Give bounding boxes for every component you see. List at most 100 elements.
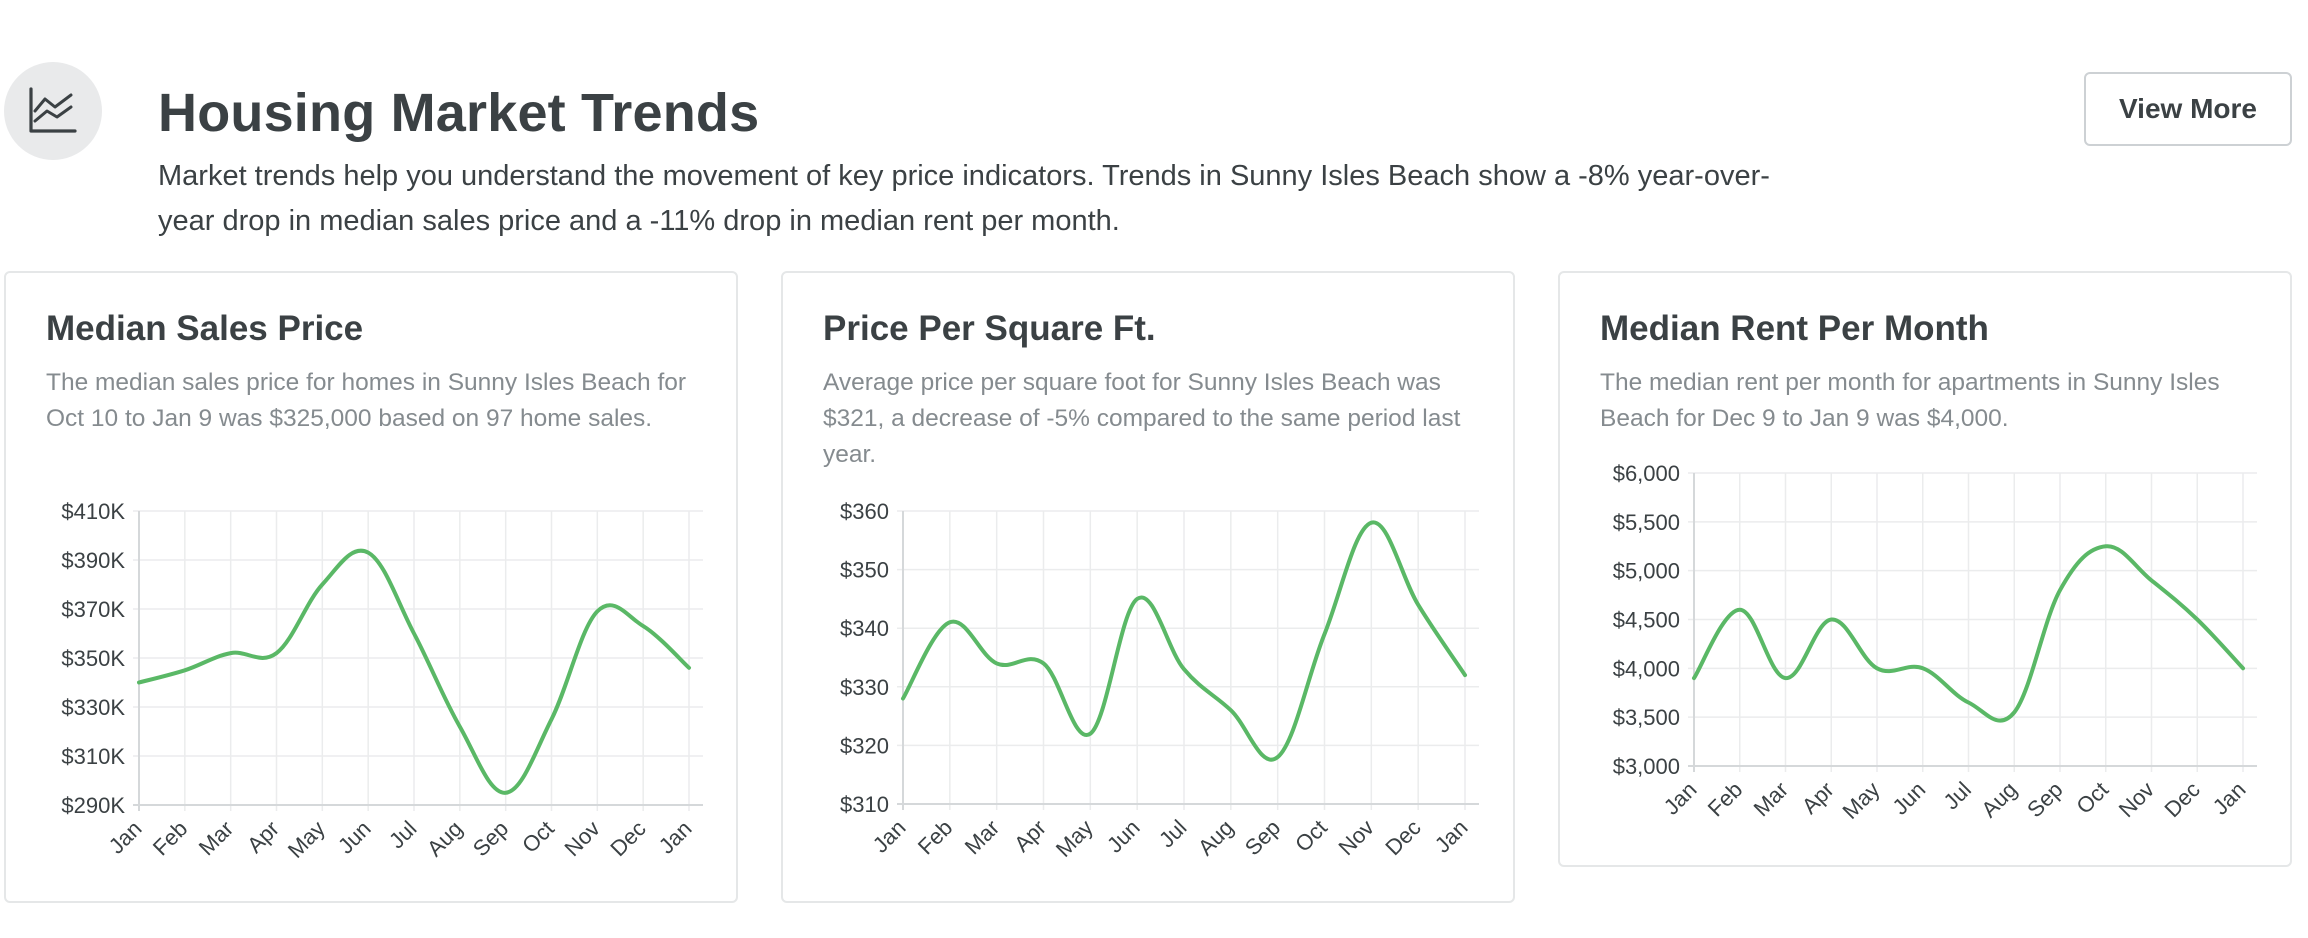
y-tick-label: $360 <box>840 499 889 524</box>
y-tick-label: $370K <box>61 597 125 622</box>
y-tick-label: $5,000 <box>1613 559 1680 584</box>
data-point <box>1275 754 1281 760</box>
y-tick-label: $390K <box>61 548 125 573</box>
y-tick-label: $4,000 <box>1613 656 1680 681</box>
y-tick-label: $3,000 <box>1613 754 1680 779</box>
data-point <box>1783 675 1789 681</box>
x-tick-label: Aug <box>422 816 467 861</box>
data-point <box>228 650 234 656</box>
x-tick-label: Apr <box>1797 777 1839 819</box>
chart-grid <box>1688 472 2257 772</box>
data-point <box>1415 602 1421 608</box>
page-description: Market trends help you understand the mo… <box>158 160 1770 237</box>
data-point <box>182 667 188 673</box>
data-point <box>686 665 692 671</box>
data-point <box>1181 666 1187 672</box>
data-point <box>1134 596 1140 602</box>
x-tick-label: Jul <box>1938 777 1976 815</box>
x-tick-label: Dec <box>605 816 650 861</box>
series-line <box>1692 544 2245 723</box>
data-point <box>594 608 600 614</box>
chart-grid <box>897 510 1479 810</box>
x-tick-label: Jan <box>1659 777 1702 820</box>
data-point <box>2103 543 2109 549</box>
header-icon-circle <box>4 62 102 160</box>
card-description: The median sales price for homes in Sunn… <box>46 369 687 432</box>
x-tick-label: Nov <box>2114 777 2159 822</box>
median-rent-per-month-chart: $3,000 $3,500 $4,000 $4,500 $5,000 $5,500 $6,0… <box>1613 461 2257 824</box>
x-tick-label: May <box>283 816 330 863</box>
view-more-button[interactable]: View More <box>2084 72 2292 146</box>
page-title: Housing Market Trends <box>158 83 760 143</box>
data-point <box>2194 617 2200 623</box>
card-title: Price Per Square Ft. <box>823 309 1156 348</box>
y-tick-label: $310 <box>840 792 889 817</box>
x-tick-label: Nov <box>1334 815 1379 860</box>
x-tick-label: Oct <box>1290 815 1332 857</box>
y-tick-label: $3,500 <box>1613 705 1680 730</box>
x-tick-label: Jan <box>2208 777 2251 820</box>
data-point <box>319 582 325 588</box>
y-tick-label: $320 <box>840 733 889 758</box>
median-rent-per-month-card: Median Rent Per Month The median rent pe… <box>1558 271 2292 867</box>
median-sales-price-card: Median Sales Price The median sales pric… <box>4 271 738 903</box>
data-point <box>1828 617 1834 623</box>
x-tick-label: Dec <box>2159 777 2204 822</box>
x-tick-label: Feb <box>148 816 192 860</box>
data-point <box>1691 675 1697 681</box>
data-point <box>1087 731 1093 737</box>
y-tick-label: $330K <box>61 695 125 720</box>
x-tick-label: Mar <box>960 815 1004 859</box>
y-tick-label: $340 <box>840 616 889 641</box>
y-tick-label: $4,500 <box>1613 608 1680 633</box>
x-tick-label: Jan <box>868 815 911 858</box>
data-point <box>640 623 646 629</box>
y-tick-label: $6,000 <box>1613 461 1680 486</box>
x-tick-label: Oct <box>2071 777 2113 819</box>
x-tick-label: Jun <box>333 816 376 859</box>
data-point <box>1462 672 1468 678</box>
data-point <box>2057 587 2063 593</box>
x-tick-label: May <box>1837 777 1884 824</box>
x-tick-label: Feb <box>1703 777 1747 821</box>
x-tick-label: Jan <box>1430 815 1473 858</box>
data-point <box>1737 607 1743 613</box>
data-point <box>2149 577 2155 583</box>
x-tick-label: May <box>1051 815 1098 862</box>
card-description: Average price per square foot for Sunny … <box>823 369 1461 468</box>
x-tick-label: Sep <box>468 816 513 861</box>
data-point <box>1228 707 1234 713</box>
x-tick-label: Nov <box>560 816 605 861</box>
x-tick-label: Jun <box>1888 777 1931 820</box>
data-point <box>365 550 371 556</box>
x-tick-label: Sep <box>2022 777 2067 822</box>
y-tick-label: $410K <box>61 499 125 524</box>
chart-grid <box>133 510 703 811</box>
price-per-square-ft-card: Price Per Square Ft. Average price per s… <box>781 271 1515 903</box>
line-chart-icon <box>29 87 77 133</box>
data-point <box>411 631 417 637</box>
x-tick-label: Apr <box>1009 815 1051 857</box>
data-point <box>549 716 555 722</box>
x-tick-label: Mar <box>1749 777 1793 821</box>
data-point <box>136 680 142 686</box>
x-tick-label: Dec <box>1380 815 1425 860</box>
x-tick-label: Jul <box>1154 815 1192 853</box>
x-tick-label: Jul <box>384 816 422 854</box>
y-tick-label: $350K <box>61 646 125 671</box>
data-point <box>900 696 906 702</box>
data-point <box>1920 665 1926 671</box>
data-point <box>1041 660 1047 666</box>
y-tick-label: $5,500 <box>1613 510 1680 535</box>
x-tick-label: Mar <box>194 816 238 860</box>
x-tick-label: Sep <box>1240 815 1285 860</box>
series-line <box>901 520 1467 762</box>
data-point <box>1874 665 1880 671</box>
x-tick-label: Jun <box>1102 815 1145 858</box>
series-line <box>137 548 691 795</box>
y-tick-label: $350 <box>840 558 889 583</box>
y-tick-label: $330 <box>840 675 889 700</box>
card-title: Median Rent Per Month <box>1600 309 1989 348</box>
